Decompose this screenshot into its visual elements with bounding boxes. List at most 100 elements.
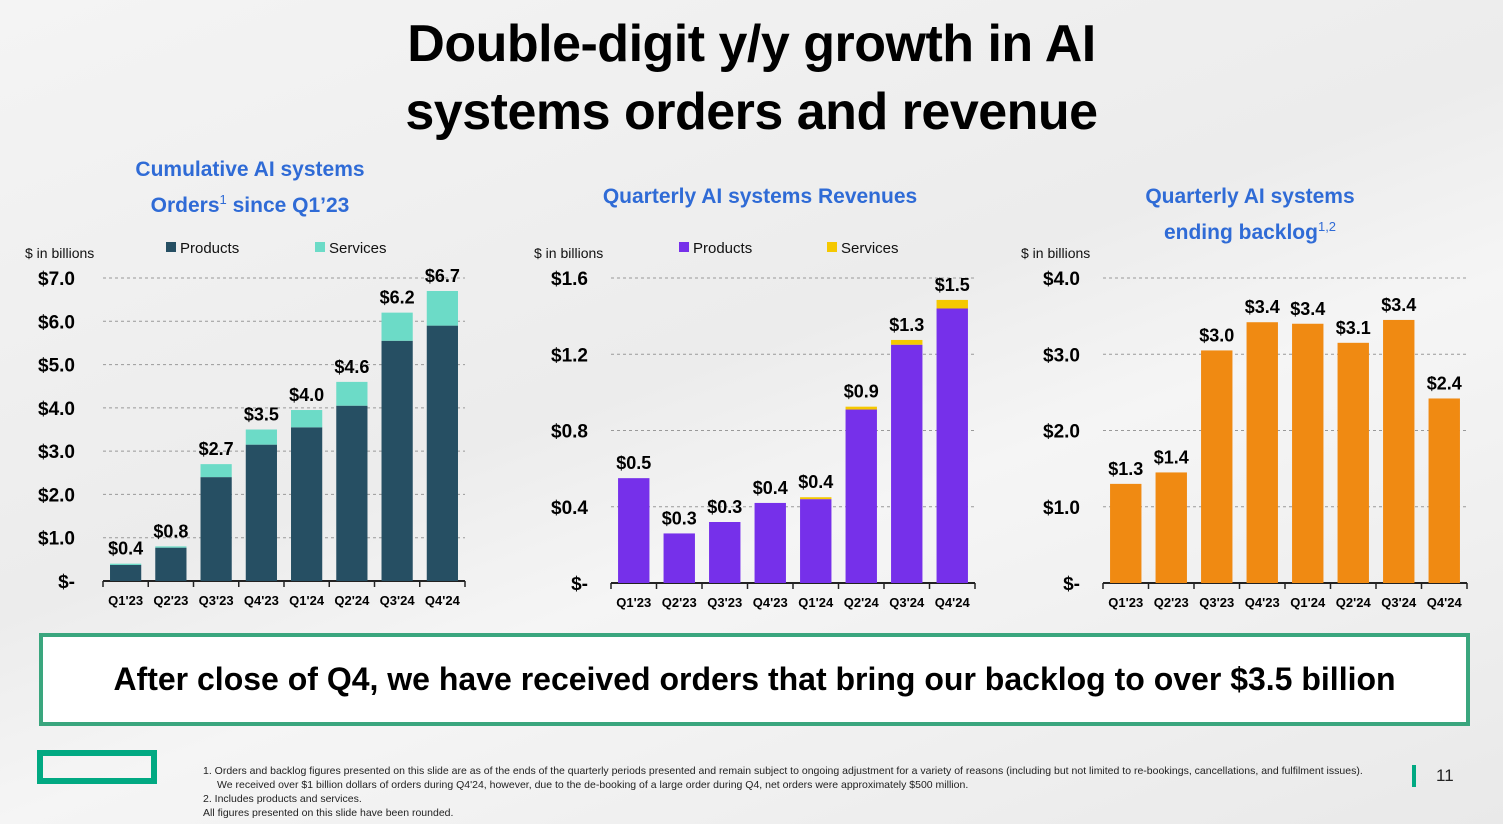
data-label: $0.9 (844, 382, 879, 402)
x-tick-label: Q1'24 (798, 595, 834, 610)
bar-backlog (1201, 350, 1233, 583)
data-label: $3.4 (1381, 295, 1416, 315)
x-tick-label: Q3'23 (707, 595, 742, 610)
footnote-rounding: All figures presented on this slide have… (203, 807, 454, 819)
bar-products (245, 444, 277, 581)
data-label: $2.7 (199, 439, 234, 459)
data-label: $6.2 (380, 288, 415, 308)
x-tick-label: Q2'23 (662, 595, 697, 610)
x-tick-label: Q4'23 (244, 593, 279, 608)
x-tick-label: Q1'23 (1108, 595, 1143, 610)
bar-services (110, 563, 142, 565)
bar-products (381, 340, 413, 581)
bar-services (155, 546, 187, 548)
x-tick-label: Q3'23 (199, 593, 234, 608)
y-tick-label: $2.0 (1043, 422, 1080, 443)
y-tick-label: $4.0 (38, 399, 75, 420)
footnotes: 1. Orders and backlog figures presented … (203, 764, 1363, 820)
chart2-title: Quarterly AI systems Revenues (560, 182, 960, 212)
chart1-unit-label: $ in billions (25, 245, 94, 261)
data-label: $0.4 (798, 472, 833, 492)
legend-swatch-products (679, 242, 689, 252)
x-tick-label: Q4'24 (1427, 595, 1463, 610)
bar-products (663, 533, 695, 583)
y-tick-label: $3.0 (1043, 345, 1080, 366)
legend-swatch-products (166, 242, 176, 252)
title-line-2: systems orders and revenue (405, 83, 1098, 141)
hpe-logo (37, 750, 157, 784)
bar-products (426, 325, 458, 581)
chart1-title: Cumulative AI systems Orders1 since Q1’2… (80, 155, 420, 221)
bar-services (245, 429, 277, 445)
x-tick-label: Q2'24 (334, 593, 370, 608)
y-tick-label: $1.0 (1043, 498, 1080, 519)
x-tick-label: Q3'24 (380, 593, 416, 608)
y-tick-label: $1.6 (551, 269, 588, 290)
footnote-2: 2. Includes products and services. (203, 793, 362, 805)
page-number-bar (1412, 765, 1416, 787)
legend-label-services: Services (841, 240, 899, 257)
chart1-title-line2: Orders (150, 194, 220, 217)
bar-services (426, 290, 458, 326)
chart3-unit-label: $ in billions (1021, 245, 1090, 261)
x-tick-label: Q4'24 (935, 595, 971, 610)
x-tick-label: Q2'23 (1154, 595, 1189, 610)
data-label: $1.5 (935, 275, 970, 295)
data-label: $0.4 (108, 539, 143, 559)
bar-services (291, 410, 323, 428)
data-label: $2.4 (1427, 373, 1462, 393)
data-label: $0.3 (662, 508, 697, 528)
x-tick-label: Q3'23 (1199, 595, 1234, 610)
chart2-unit-label: $ in billions (534, 245, 603, 261)
bar-products (709, 522, 741, 583)
bar-backlog (1292, 323, 1324, 583)
y-tick-label: $- (571, 574, 588, 595)
x-tick-label: Q1'24 (1290, 595, 1326, 610)
x-tick-label: Q4'23 (1245, 595, 1280, 610)
data-label: $0.4 (753, 478, 788, 498)
x-tick-label: Q4'24 (425, 593, 461, 608)
data-label: $3.4 (1245, 297, 1280, 317)
bar-backlog (1110, 483, 1142, 583)
chart3-footnote-ref: 1,2 (1317, 219, 1337, 234)
chart3-title: Quarterly AI systems ending backlog1,2 (1080, 182, 1420, 248)
data-label: $3.1 (1336, 318, 1371, 338)
bar-services (800, 497, 832, 500)
y-tick-label: $7.0 (38, 269, 75, 290)
y-tick-label: $- (1063, 574, 1080, 595)
x-tick-label: Q3'24 (889, 595, 925, 610)
data-label: $3.4 (1290, 299, 1325, 319)
chart3-title-line2: ending backlog (1163, 221, 1318, 244)
bar-backlog (1155, 472, 1187, 583)
bar-products (800, 499, 832, 583)
y-tick-label: $0.8 (551, 422, 588, 443)
y-tick-label: $0.4 (551, 498, 588, 519)
x-tick-label: Q1'23 (108, 593, 143, 608)
data-label: $0.5 (616, 453, 651, 473)
bar-products (891, 344, 923, 583)
x-tick-label: Q1'24 (289, 593, 325, 608)
x-tick-label: Q1'23 (616, 595, 651, 610)
legend-swatch-services (827, 242, 837, 252)
data-label: $3.5 (244, 405, 279, 425)
bar-backlog (1428, 398, 1460, 583)
bar-products (155, 547, 187, 581)
bar-services (936, 299, 968, 309)
y-tick-label: $6.0 (38, 312, 75, 333)
callout-box: After close of Q4, we have received orde… (39, 633, 1470, 726)
x-tick-label: Q2'24 (844, 595, 880, 610)
data-label: $1.4 (1154, 447, 1189, 467)
chart1-footnote-ref: 1 (219, 192, 227, 207)
data-label: $0.8 (153, 521, 188, 541)
page-number: 11 (1436, 766, 1454, 785)
bar-services (845, 406, 877, 410)
bar-products (336, 405, 368, 581)
legend-label-products: Products (693, 240, 752, 257)
chart2-title-line1: Quarterly AI systems Revenues (602, 185, 918, 208)
footnote-1: 1. Orders and backlog figures presented … (203, 765, 1363, 791)
x-tick-label: Q4'23 (753, 595, 788, 610)
chart3-title-line1: Quarterly AI systems (1145, 185, 1355, 208)
legend-label-services: Services (329, 240, 387, 257)
bar-products (200, 477, 232, 581)
data-label: $4.0 (289, 385, 324, 405)
